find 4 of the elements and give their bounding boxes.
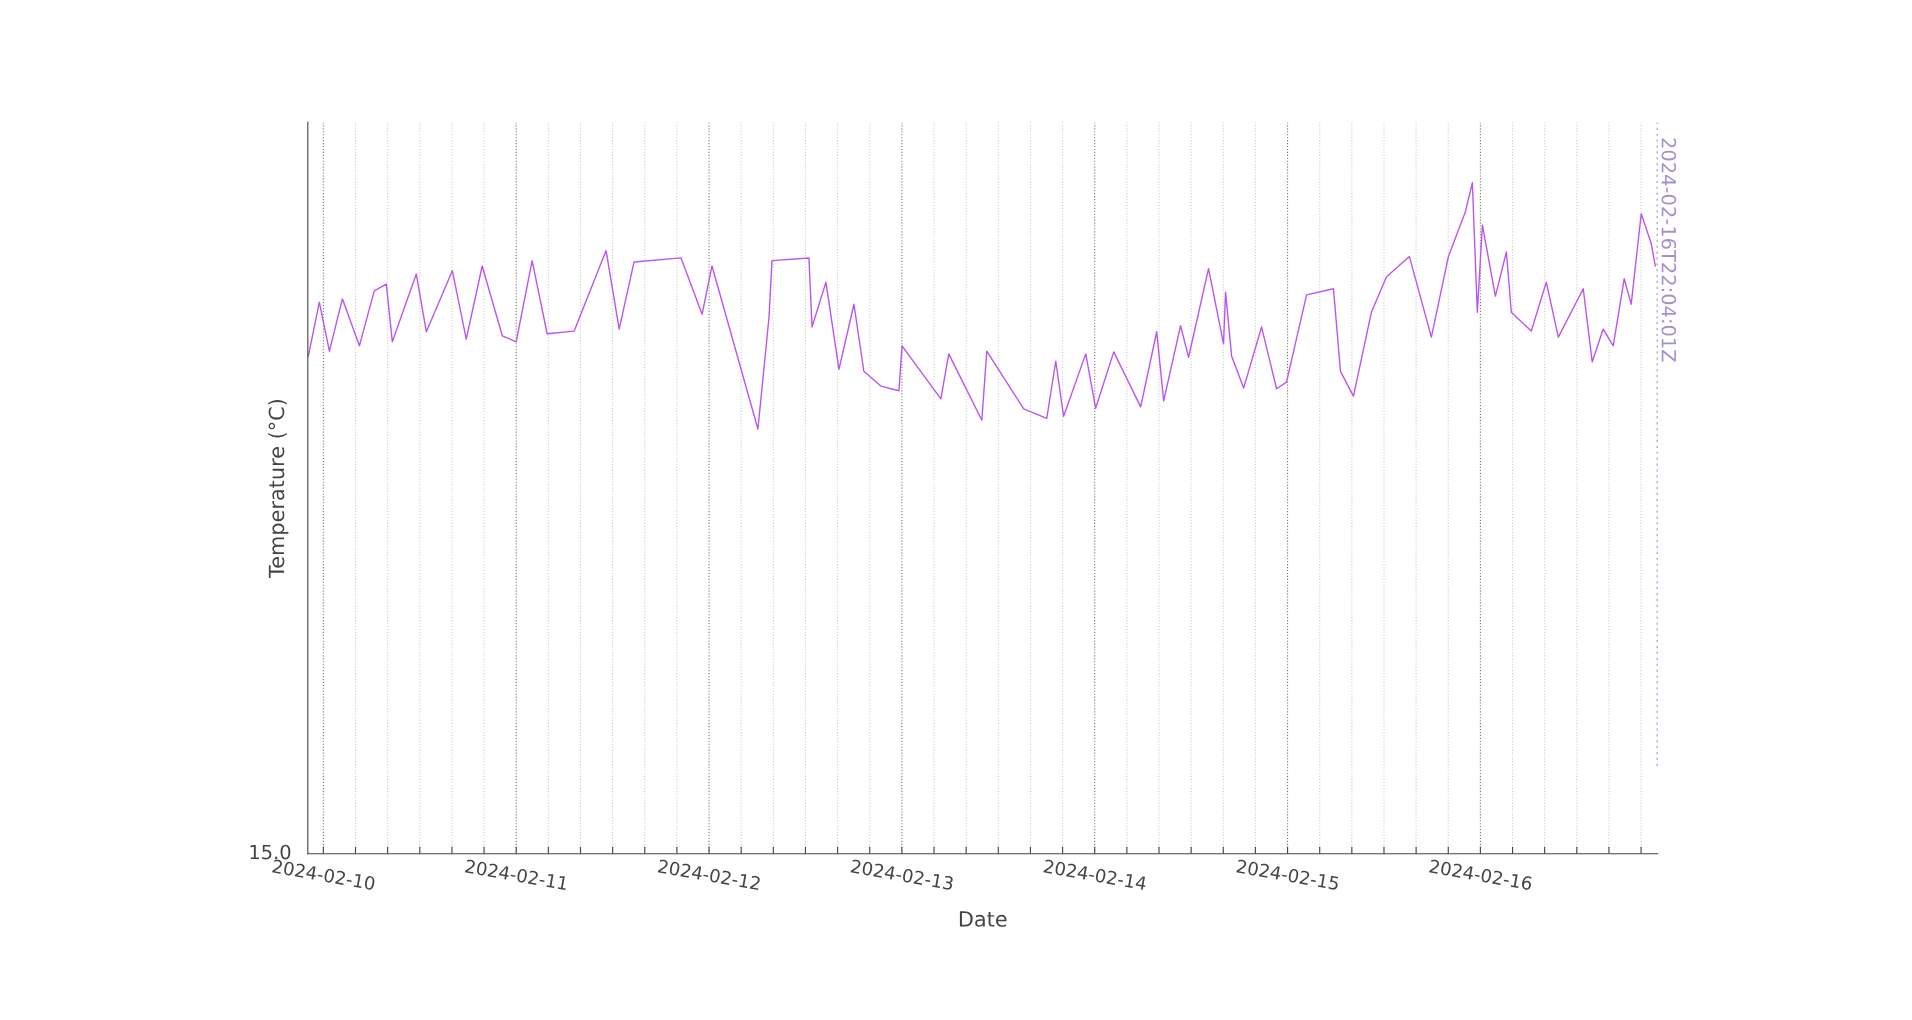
ref-line-label: 2024-02-16T22:04:01Z xyxy=(1661,138,1677,362)
x-axis-title: Date xyxy=(959,911,1007,927)
text: 15.0 xyxy=(250,844,291,860)
y-axis-title: Temperature (°C) xyxy=(268,399,289,579)
